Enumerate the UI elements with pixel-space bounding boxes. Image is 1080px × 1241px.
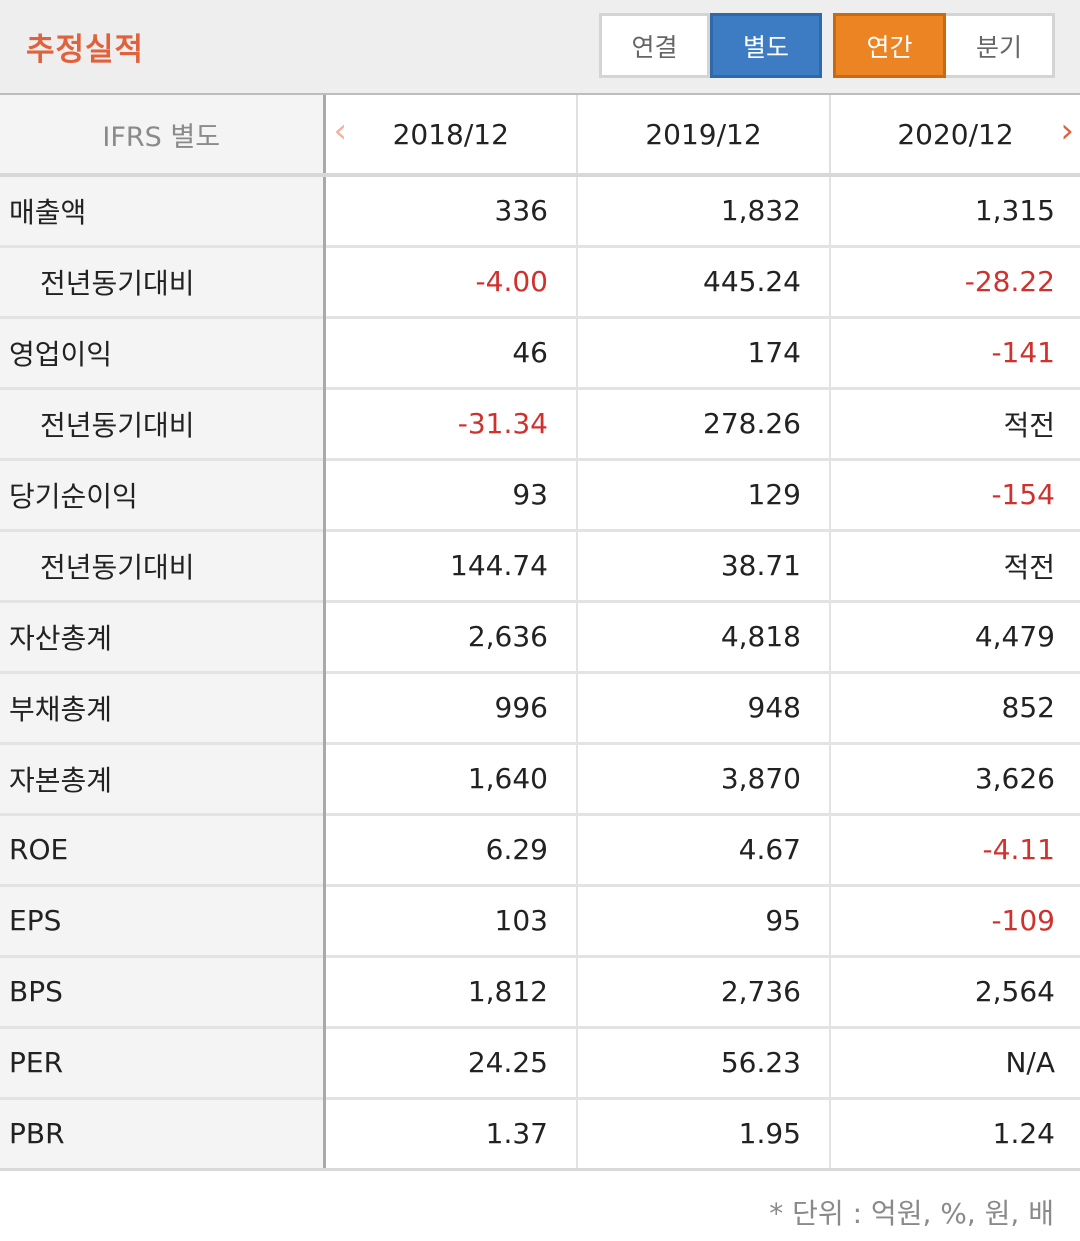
- page-title: 추정실적: [26, 32, 145, 68]
- quarterly-button[interactable]: 분기: [946, 13, 1055, 78]
- table-cell: 38.71: [576, 528, 830, 601]
- column-header: 2019/12: [576, 95, 830, 177]
- period-toggle: 연간 분기: [833, 13, 1055, 78]
- chevron-left-icon[interactable]: ‹: [333, 111, 348, 151]
- table-cell: 2,636: [324, 599, 577, 672]
- table-cell: 93: [324, 457, 577, 530]
- table-cell: -4.11: [829, 812, 1080, 885]
- row-label: 당기순이익: [0, 457, 326, 530]
- table-row: 자산총계 2,636 4,818 4,479: [0, 599, 1080, 672]
- consolidated-button[interactable]: 연결: [599, 13, 710, 78]
- table-cell: 1,812: [324, 954, 577, 1027]
- table-cell: -28.22: [829, 244, 1080, 317]
- table-cell: 174: [576, 315, 830, 388]
- table-cell: 129: [576, 457, 830, 530]
- table-row: 매출액 336 1,832 1,315: [0, 175, 1080, 246]
- column-header-label: 2019/12: [645, 117, 762, 151]
- table-cell: 852: [829, 670, 1080, 743]
- table-cell: 948: [576, 670, 830, 743]
- table-cell: -4.00: [324, 244, 577, 317]
- table-cell: 103: [324, 883, 577, 956]
- table-cell: -109: [829, 883, 1080, 956]
- table-cell: 336: [494, 194, 548, 228]
- table-cell: 144.74: [324, 528, 577, 601]
- table-row: 자본총계 1,640 3,870 3,626: [0, 741, 1080, 814]
- table-cell: 1,640: [324, 741, 577, 814]
- annual-button[interactable]: 연간: [833, 13, 946, 78]
- table-row: 영업이익 46 174 -141: [0, 315, 1080, 388]
- table-row: 전년동기대비 -4.00 445.24 -28.22: [0, 244, 1080, 317]
- table-header-row: IFRS 별도 ‹ 2018/12 2019/12 2020/12 ›: [0, 95, 1080, 177]
- row-label: PBR: [0, 1096, 326, 1171]
- table-cell: 95: [576, 883, 830, 956]
- table-cell: 56.23: [576, 1025, 830, 1098]
- table-cell: 4,818: [576, 599, 830, 672]
- table-cell: 4,479: [829, 599, 1080, 672]
- row-label: 영업이익: [0, 315, 326, 388]
- chevron-right-icon[interactable]: ›: [1060, 111, 1074, 151]
- table-cell: 996: [324, 670, 577, 743]
- table-row: 부채총계 996 948 852: [0, 670, 1080, 743]
- table-cell: -154: [829, 457, 1080, 530]
- table-row: BPS 1,812 2,736 2,564: [0, 954, 1080, 1027]
- table-cell: 1.95: [576, 1096, 830, 1171]
- consolidation-toggle: 연결 별도: [599, 13, 822, 78]
- table-body: 매출액 336 1,832 1,315 전년동기대비 -4.00 445.24 -28.22 영…: [0, 175, 1080, 1171]
- table-cell: 278.26: [576, 386, 830, 459]
- table-cell: 2,564: [829, 954, 1080, 1027]
- table-row: EPS 103 95 -109: [0, 883, 1080, 956]
- table-row: 전년동기대비 144.74 38.71 적전: [0, 528, 1080, 601]
- row-label: 전년동기대비: [0, 386, 326, 459]
- row-label: 매출액: [0, 175, 326, 246]
- header: 추정실적 연결 별도 연간 분기: [0, 0, 1080, 95]
- table-cell: 적전: [829, 528, 1080, 601]
- table-cell: -141: [829, 315, 1080, 388]
- table-cell: 24.25: [324, 1025, 577, 1098]
- table-cell: 1.24: [829, 1096, 1080, 1171]
- corner-label: IFRS 별도: [0, 95, 326, 177]
- table-cell: 6.29: [324, 812, 577, 885]
- separate-button[interactable]: 별도: [710, 13, 822, 78]
- row-label: ROE: [0, 812, 326, 885]
- financial-table: IFRS 별도 ‹ 2018/12 2019/12 2020/12 › 매출액 3…: [0, 95, 1080, 1171]
- row-label: PER: [0, 1025, 326, 1098]
- column-header-label: 2020/12: [897, 117, 1014, 151]
- table-cell: -31.34: [324, 386, 577, 459]
- table-row: 전년동기대비 -31.34 278.26 적전: [0, 386, 1080, 459]
- table-cell: 445.24: [576, 244, 830, 317]
- row-label: BPS: [0, 954, 326, 1027]
- table-row: PBR 1.37 1.95 1.24: [0, 1096, 1080, 1171]
- table-cell: 4.67: [576, 812, 830, 885]
- column-header: ‹ 2018/12: [323, 95, 577, 177]
- table-cell: 46: [324, 315, 577, 388]
- row-label: 전년동기대비: [0, 244, 326, 317]
- table-cell: 2,736: [576, 954, 830, 1027]
- table-cell: 1.37: [324, 1096, 577, 1171]
- unit-footnote: * 단위 : 억원, %, 원, 배: [769, 1197, 1054, 1230]
- column-header-label: 2018/12: [392, 117, 509, 151]
- table-cell: N/A: [829, 1025, 1080, 1098]
- table-row: 당기순이익 93 129 -154: [0, 457, 1080, 530]
- row-label: 자산총계: [0, 599, 326, 672]
- row-label: 자본총계: [0, 741, 326, 814]
- table-cell: 3,626: [829, 741, 1080, 814]
- table-cell: 적전: [829, 386, 1080, 459]
- row-label: 부채총계: [0, 670, 326, 743]
- table-cell: 3,870: [576, 741, 830, 814]
- row-label: EPS: [0, 883, 326, 956]
- table-row: PER 24.25 56.23 N/A: [0, 1025, 1080, 1098]
- row-label: 전년동기대비: [0, 528, 326, 601]
- column-header: 2020/12 ›: [829, 95, 1080, 177]
- table-cell: 1,832: [576, 175, 830, 246]
- table-row: ROE 6.29 4.67 -4.11: [0, 812, 1080, 885]
- table-cell: 1,315: [829, 175, 1080, 246]
